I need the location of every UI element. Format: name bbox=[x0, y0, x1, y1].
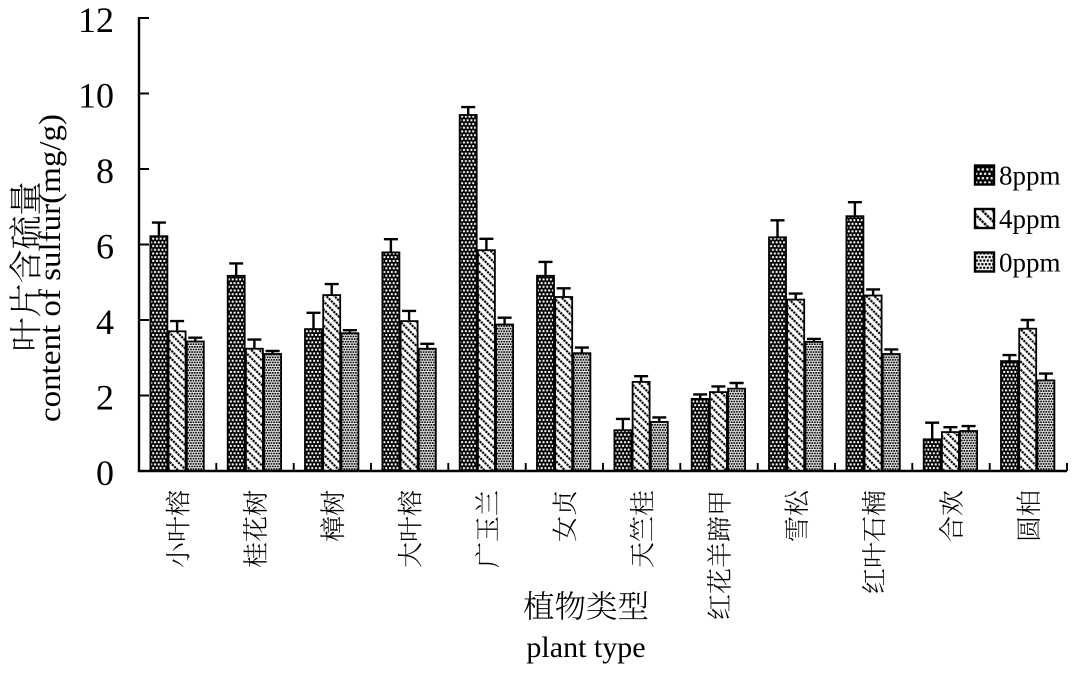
svg-text:2: 2 bbox=[96, 378, 114, 418]
svg-text:0ppm: 0ppm bbox=[999, 248, 1061, 278]
svg-text:6: 6 bbox=[96, 227, 114, 267]
svg-text:4ppm: 4ppm bbox=[999, 204, 1061, 234]
svg-text:8: 8 bbox=[96, 151, 114, 191]
svg-text:0: 0 bbox=[96, 453, 114, 493]
svg-text:plant type: plant type bbox=[526, 631, 645, 664]
svg-text:12: 12 bbox=[78, 0, 114, 40]
svg-text:8ppm: 8ppm bbox=[999, 161, 1061, 191]
svg-text:4: 4 bbox=[96, 302, 114, 342]
svg-text:10: 10 bbox=[78, 76, 114, 116]
